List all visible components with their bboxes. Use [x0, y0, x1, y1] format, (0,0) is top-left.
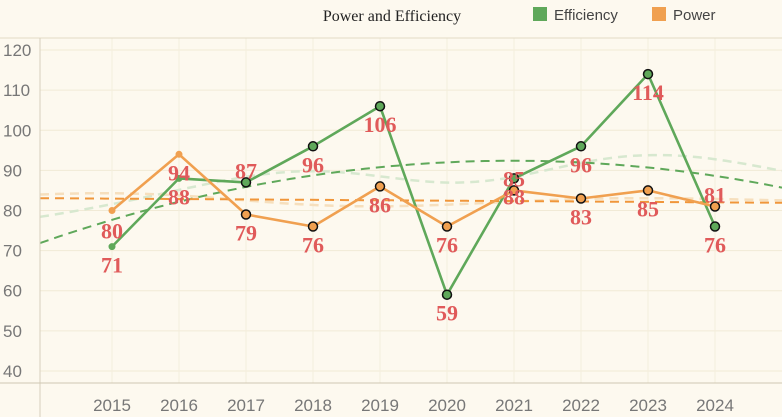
x-tick-label: 2016: [160, 396, 198, 415]
power-data-label: 80: [101, 219, 123, 244]
x-tick-label: 2024: [696, 396, 734, 415]
chart-title: Power and Efficiency: [323, 8, 461, 25]
y-tick-label: 40: [3, 362, 22, 381]
efficiency-point: [575, 141, 587, 152]
efficiency-data-label: 87: [235, 158, 257, 183]
efficiency-data-label: 59: [436, 301, 458, 326]
efficiency-data-label: 114: [632, 80, 664, 105]
legend: Efficiency Power: [533, 7, 716, 24]
x-tick-label: 2023: [629, 396, 667, 415]
data-labels: 71 88 87 96 106 59 88 96 114 76 80 94 79 76 86 76 85 83 85…: [101, 80, 726, 326]
power-data-label: 76: [436, 233, 458, 258]
power-point: [108, 207, 116, 214]
x-tick-label: 2022: [562, 396, 600, 415]
y-tick-label: 70: [3, 242, 22, 261]
power-point: [575, 193, 587, 204]
power-data-label: 83: [570, 205, 592, 230]
power-point: [709, 201, 721, 212]
power-point: [441, 221, 453, 232]
efficiency-point: [175, 174, 183, 182]
x-tick-label: 2015: [93, 396, 131, 415]
efficiency-point: [642, 68, 654, 80]
y-tick-label: 100: [3, 121, 31, 140]
grid: [40, 38, 782, 383]
x-tick-label: 2019: [361, 396, 399, 415]
legend-label-efficiency: Efficiency: [554, 7, 618, 24]
efficiency-data-label: 106: [364, 112, 397, 137]
power-data-label: 86: [369, 192, 391, 217]
legend-label-power: Power: [673, 7, 716, 24]
axes: 40 50 60 70 80 90 100 110 120 2015 2016 2017 2018 201…: [0, 37, 782, 417]
efficiency-point: [374, 100, 386, 112]
efficiency-series-line: [111, 72, 717, 296]
efficiency-quadratic-trend: [39, 159, 782, 245]
y-tick-label: 120: [3, 41, 31, 60]
efficiency-data-label: 88: [503, 184, 525, 209]
power-point: [508, 185, 520, 196]
legend-swatch-efficiency: [533, 7, 547, 21]
legend-swatch-power: [652, 7, 666, 21]
efficiency-data-label: 76: [704, 233, 726, 258]
power-point: [374, 181, 386, 192]
power-point: [240, 209, 252, 220]
efficiency-point: [709, 221, 721, 232]
y-tick-label: 60: [3, 282, 22, 301]
efficiency-data-label: 71: [101, 253, 123, 278]
power-data-label: 85: [503, 166, 525, 191]
power-point: [175, 150, 183, 158]
power-data-label: 85: [637, 196, 659, 221]
y-tick-label: 80: [3, 202, 22, 221]
x-tick-label: 2020: [428, 396, 466, 415]
efficiency-point: [307, 141, 319, 152]
efficiency-point: [240, 177, 252, 188]
x-tick-label: 2018: [294, 396, 332, 415]
efficiency-data-label: 96: [302, 152, 324, 177]
power-data-label: 81: [704, 183, 726, 208]
power-series-line: [111, 153, 716, 228]
power-point: [642, 185, 654, 196]
power-data-label: 79: [235, 221, 257, 246]
power-linear-trend: [40, 197, 782, 204]
y-tick-label: 50: [3, 322, 22, 341]
power-data-label: 94: [168, 160, 190, 185]
x-tick-label: 2017: [227, 396, 265, 415]
power-point: [307, 221, 319, 232]
legend-item-power[interactable]: Power: [652, 7, 716, 24]
efficiency-data-label: 88: [168, 184, 190, 209]
x-tick-label: 2021: [495, 396, 533, 415]
series-lines: [111, 72, 717, 296]
efficiency-point: [108, 243, 116, 251]
efficiency-point: [508, 173, 520, 184]
legend-item-efficiency[interactable]: Efficiency: [533, 7, 618, 24]
y-tick-label: 90: [3, 161, 22, 180]
y-tick-label: 110: [3, 81, 30, 100]
efficiency-data-label: 96: [570, 152, 592, 177]
power-data-label: 76: [302, 233, 324, 258]
trend-lines: [39, 153, 782, 245]
efficiency-point: [441, 289, 453, 300]
data-points: [108, 68, 721, 300]
